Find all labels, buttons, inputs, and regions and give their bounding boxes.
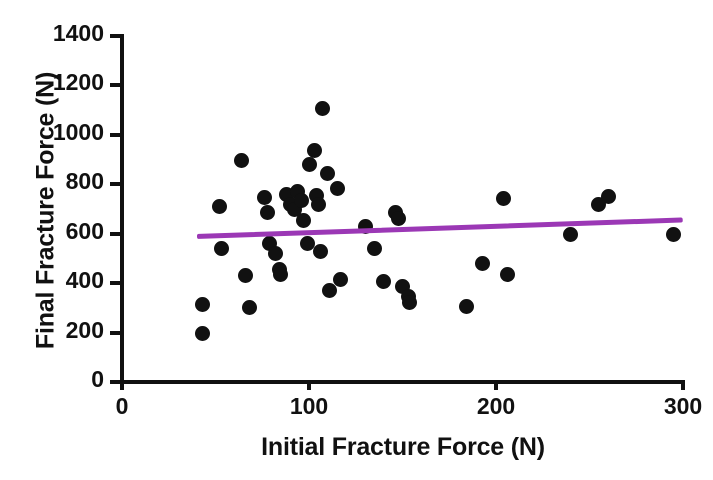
y-tick-600	[110, 231, 120, 236]
data-point	[301, 157, 317, 172]
data-point	[299, 236, 315, 252]
data-point	[563, 226, 579, 242]
data-point	[600, 188, 616, 204]
data-point	[213, 241, 229, 257]
y-tick-label-200: 200	[65, 316, 104, 343]
x-tick-label-300: 300	[663, 393, 703, 419]
data-point	[495, 190, 511, 206]
data-point	[307, 143, 323, 159]
data-point	[312, 243, 328, 259]
x-tick-label-200: 200	[476, 393, 516, 419]
data-point	[273, 266, 289, 282]
data-point	[322, 282, 338, 298]
data-point	[475, 256, 491, 272]
y-tick-400	[110, 281, 120, 286]
data-point	[314, 101, 330, 117]
data-point	[458, 298, 474, 314]
data-point	[211, 199, 227, 215]
y-tick-label-400: 400	[65, 267, 104, 294]
y-tick-label-800: 800	[65, 168, 104, 195]
x-axis-line	[120, 380, 685, 384]
data-point	[194, 296, 210, 312]
y-tick-label-600: 600	[65, 217, 104, 244]
data-point	[241, 299, 257, 315]
x-axis-title: Initial Fracture Force (N)	[261, 433, 545, 461]
data-point	[294, 192, 310, 208]
x-tick-300	[681, 380, 685, 390]
x-tick-label-0: 0	[115, 393, 129, 419]
y-tick-1400	[110, 34, 120, 38]
y-tick-0	[110, 380, 120, 384]
data-point	[366, 240, 382, 256]
y-tick-label-1400: 1400	[52, 20, 104, 46]
y-tick-1200	[110, 83, 120, 88]
data-point	[376, 274, 392, 290]
y-tick-label-0: 0	[91, 366, 104, 392]
data-point	[499, 267, 515, 283]
y-tick-label-1000: 1000	[52, 118, 104, 145]
data-point	[329, 181, 345, 197]
data-point	[237, 268, 253, 284]
data-point	[194, 325, 210, 341]
x-tick-0	[120, 380, 124, 390]
data-point	[310, 196, 326, 212]
data-point	[402, 295, 418, 311]
data-point	[666, 226, 682, 242]
y-axis-line	[120, 34, 124, 384]
data-point	[320, 165, 336, 181]
y-tick-200	[110, 330, 120, 335]
data-point	[267, 245, 283, 261]
data-point	[333, 272, 349, 288]
y-tick-800	[110, 182, 120, 187]
data-point	[256, 190, 272, 206]
y-tick-label-1200: 1200	[52, 69, 104, 96]
x-tick-100	[307, 380, 311, 390]
data-point	[260, 205, 276, 221]
x-tick-label-100: 100	[289, 393, 329, 419]
data-point	[391, 210, 407, 226]
regression-line	[196, 217, 684, 240]
x-tick-200	[494, 380, 498, 390]
y-axis-title: Final Fracture Force (N)	[31, 71, 60, 350]
data-point	[234, 152, 250, 168]
data-point	[295, 213, 311, 229]
y-tick-1000	[110, 132, 120, 137]
